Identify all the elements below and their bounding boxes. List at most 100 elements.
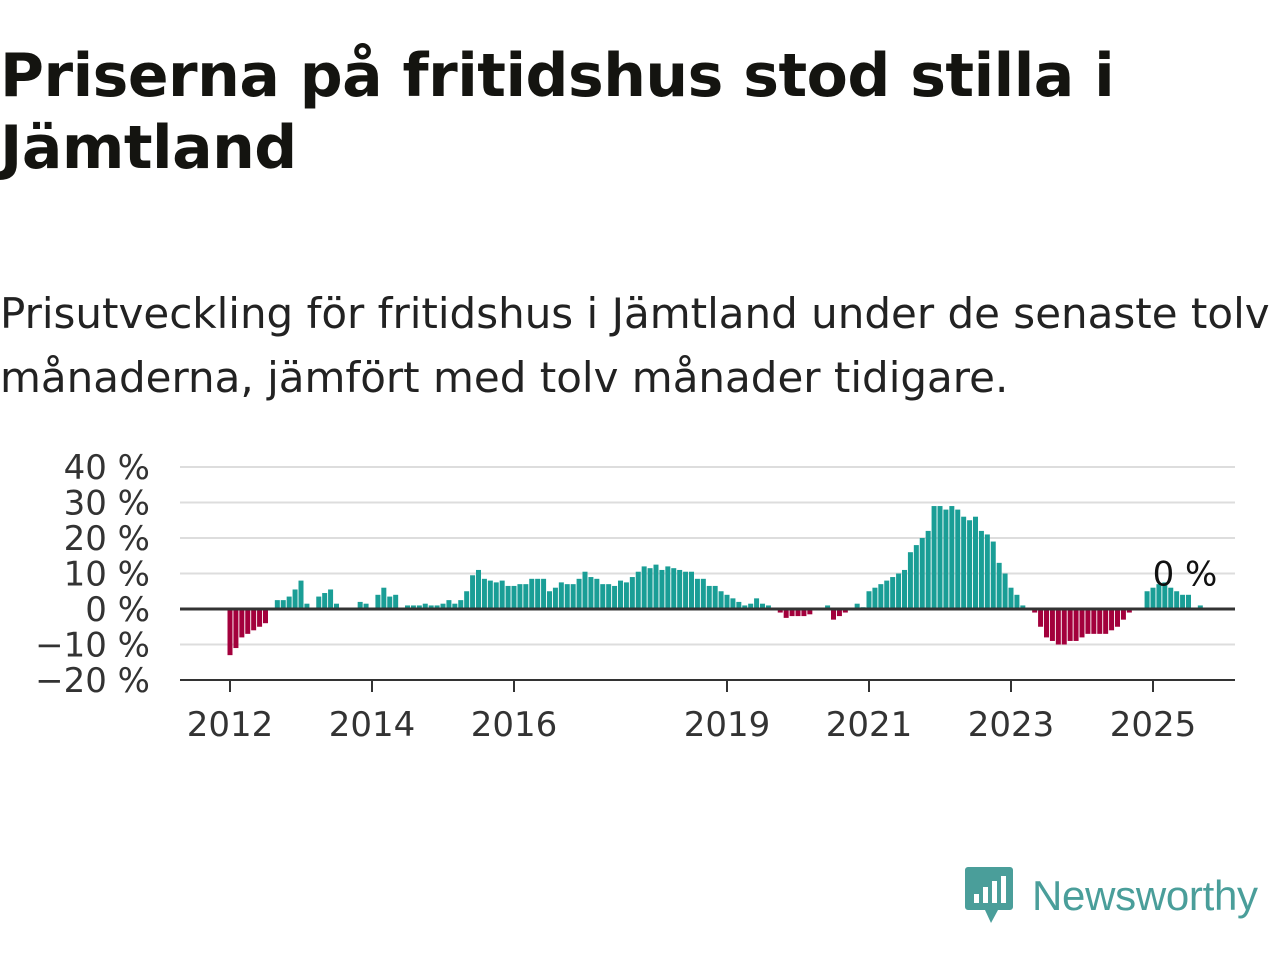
bar (375, 594, 381, 609)
bar (416, 605, 422, 609)
bar (511, 585, 517, 609)
bar (618, 580, 623, 609)
bar (517, 584, 523, 609)
bar (984, 534, 990, 609)
bar (1120, 609, 1126, 620)
bar (1073, 609, 1079, 641)
y-tick-label: 10 % (64, 555, 150, 595)
x-tick-label: 2019 (684, 705, 771, 745)
bar (629, 577, 635, 609)
bar (470, 575, 476, 609)
bar (487, 580, 493, 609)
x-tick-label: 2025 (1110, 705, 1197, 745)
bar (890, 577, 896, 609)
y-tick-label: −20 % (35, 661, 150, 701)
bar (1038, 609, 1044, 627)
bar (1079, 609, 1085, 638)
bar (1168, 587, 1174, 609)
bar (955, 509, 961, 609)
bar (292, 589, 298, 609)
bar (973, 516, 978, 609)
bar (653, 564, 659, 610)
bar (588, 577, 594, 609)
bar (1115, 609, 1120, 627)
bar (724, 594, 730, 609)
chart-title: Priserna på fritidshus stod stilla i Jäm… (0, 41, 1115, 183)
bar (274, 600, 280, 610)
bar (736, 601, 742, 609)
bar (1002, 573, 1008, 609)
bar (931, 506, 937, 609)
bar (907, 552, 913, 609)
bar (428, 605, 434, 609)
bar (671, 568, 677, 609)
bar (245, 609, 251, 634)
bar (1061, 609, 1067, 645)
bar (1180, 594, 1186, 609)
bar (795, 609, 801, 617)
bar (1103, 609, 1109, 634)
bar (612, 585, 618, 609)
bar (1197, 605, 1203, 609)
bar (842, 609, 848, 613)
bar (304, 603, 310, 609)
bar (446, 600, 452, 610)
x-tick-label: 2023 (968, 705, 1055, 745)
bar (1085, 609, 1091, 634)
bar (558, 582, 564, 610)
bar (1067, 609, 1073, 641)
bar (393, 594, 399, 609)
bar-chart-speech-bubble-icon (965, 867, 1013, 923)
bar (263, 609, 268, 624)
bar (623, 582, 629, 610)
bar (1032, 609, 1038, 613)
bar (742, 605, 748, 609)
data-label: 0 % (1153, 555, 1218, 595)
bar (233, 609, 239, 649)
bar (1150, 587, 1156, 609)
x-tick-label: 2014 (329, 705, 416, 745)
bar (801, 609, 807, 617)
bar (718, 591, 724, 609)
bar (996, 562, 1002, 609)
bar (547, 591, 552, 609)
bar (410, 605, 416, 609)
bar (570, 584, 576, 609)
bar (535, 578, 541, 609)
bar (493, 582, 499, 610)
y-tick-label: 20 % (64, 519, 150, 559)
bar (434, 605, 440, 609)
bar (1144, 591, 1150, 609)
bar (760, 603, 765, 609)
bar (405, 605, 410, 609)
bar (943, 509, 949, 609)
y-tick-label: 30 % (64, 484, 150, 524)
x-tick-label: 2012 (187, 705, 274, 745)
bar (706, 585, 712, 609)
bar (919, 538, 925, 609)
bar (884, 580, 890, 609)
bar (978, 530, 984, 609)
bar (677, 569, 683, 609)
bar (754, 598, 760, 609)
bar (529, 578, 535, 609)
bar (748, 603, 754, 609)
y-tick-label: 40 % (64, 448, 150, 488)
bar (582, 571, 588, 609)
bar (783, 609, 789, 618)
bar (896, 573, 902, 609)
y-tick-label: −10 % (35, 626, 150, 666)
bar (600, 584, 606, 609)
bar (541, 578, 547, 609)
bar (1055, 609, 1061, 645)
x-tick-label: 2016 (471, 705, 558, 745)
bar (499, 580, 505, 609)
bar (925, 530, 931, 609)
bar-chart: 40 %30 %20 %10 %0 %−10 %−20 %2012 2014 201… (35, 448, 1235, 745)
bar (1174, 591, 1180, 609)
y-tick-label: 0 % (85, 590, 150, 630)
bar (298, 580, 304, 609)
bar (322, 593, 328, 609)
bar (334, 603, 339, 609)
logo-text: Newsworthy (1032, 872, 1258, 919)
